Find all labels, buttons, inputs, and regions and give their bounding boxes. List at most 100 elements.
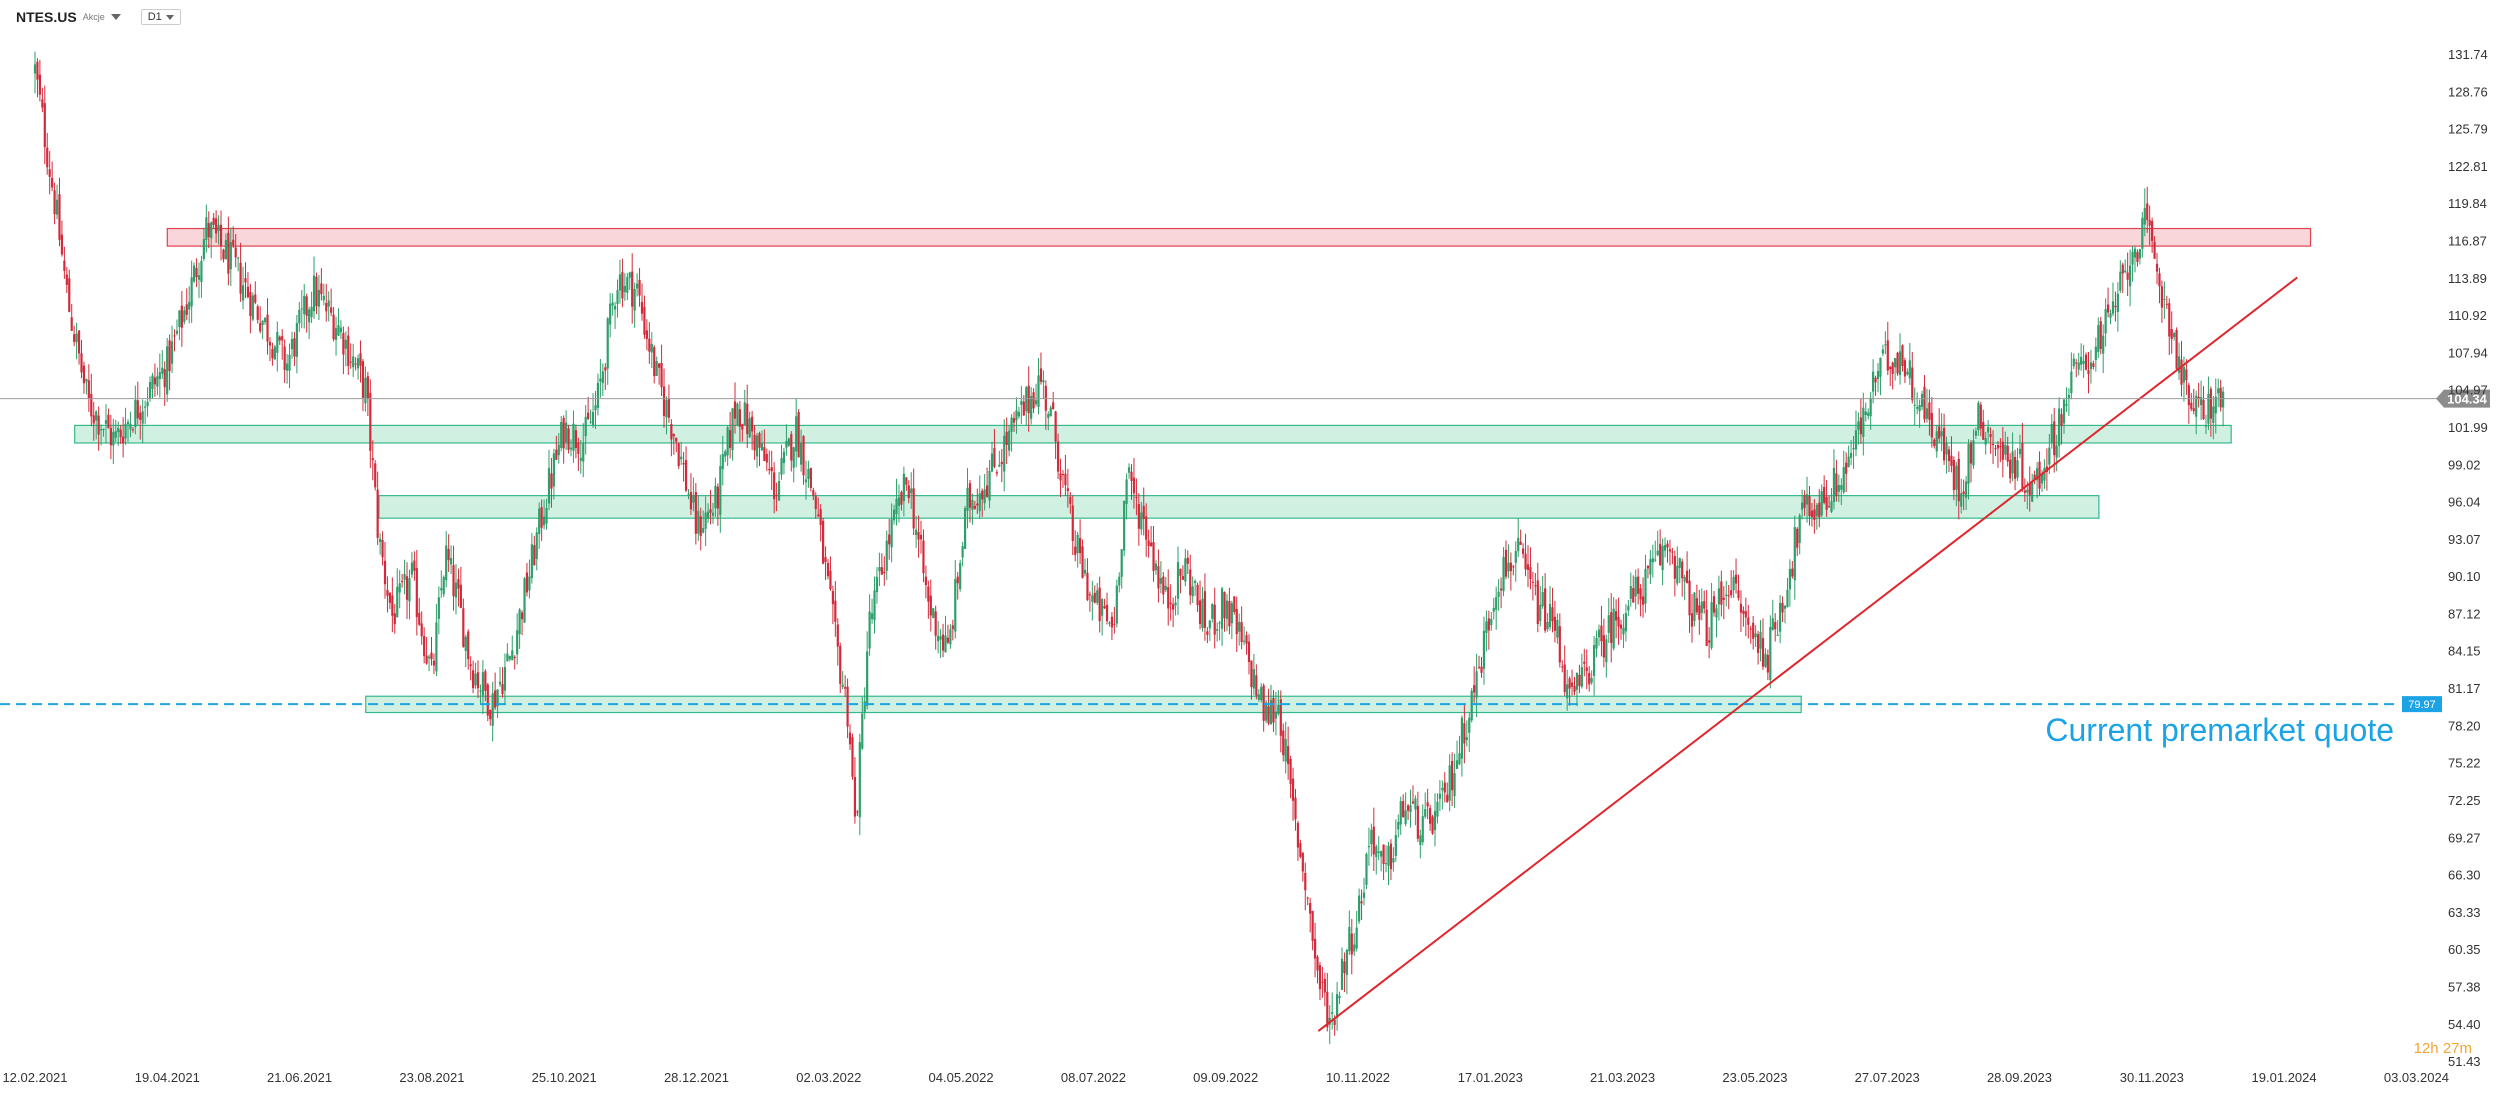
candle-body [777,481,781,501]
chevron-down-icon[interactable] [110,14,121,20]
trend-layer [1317,276,2298,1032]
candle-body [462,608,465,647]
candle-body [202,239,205,259]
candle-body [2190,402,2193,409]
candle-body [1830,501,1833,512]
candle-body [1641,596,1645,605]
candle-body [1651,558,1654,563]
y-tick-label: 69.27 [2448,830,2481,845]
x-tick-label: 28.09.2023 [1987,1070,2052,1085]
candle-body [1605,639,1608,663]
interval-selector[interactable]: D1 [140,9,181,25]
candle-body [804,479,808,483]
candle-body [1167,587,1170,609]
candle-body [2170,329,2173,340]
candle-body [1979,404,1982,429]
candle-body [467,631,470,660]
candle-body [1952,460,1955,491]
candle-body [888,534,891,545]
instrument-type: Akcje [82,12,105,22]
candle-body [1181,576,1185,580]
symbol-selector[interactable]: NTES.US Akcje [16,9,121,25]
candle-body [1570,682,1574,687]
candle-body [1906,371,1909,375]
candle-body [1414,798,1417,810]
x-tick-label: 23.08.2021 [399,1070,464,1085]
candle-body [1323,978,1326,993]
y-tick-label: 122.81 [2448,159,2488,174]
candle-body [506,653,509,662]
candle-body [613,306,617,310]
x-tick-label: 03.03.2024 [2384,1070,2449,1085]
candle-body [1377,851,1380,853]
candle-body [1012,418,1016,423]
candle-body [1260,687,1263,701]
candle-body [232,239,235,246]
candle-body [2040,473,2044,484]
candle-body [1059,473,1062,481]
candle-body [1690,613,1694,627]
candle-body [2180,359,2183,385]
candle-body [168,340,171,372]
candle-body [1720,581,1723,605]
candle-body [1781,602,1784,613]
support-zone [378,495,2100,519]
candle-body [1402,801,1405,818]
candle-body [1485,621,1488,634]
candle-body [1399,801,1402,825]
candle-body [616,290,619,305]
candle-body [1147,540,1150,547]
zone-layer [74,227,2312,714]
candle-body [1688,580,1691,616]
candle-body [873,590,876,621]
candle-body [1796,528,1799,548]
candle-body [1230,603,1233,624]
x-tick-label: 12.02.2021 [2,1070,67,1085]
candle-body [1079,538,1082,554]
candle-body [1509,562,1512,572]
candle-body [660,362,663,388]
candle-body [2202,399,2205,419]
candle-body [1703,601,1706,609]
candle-body [2026,489,2029,493]
candle-body [376,489,379,538]
candle-body [1730,590,1733,596]
candle-body [760,443,764,451]
candle-body [396,586,399,618]
candle-body [1101,599,1104,616]
candle-body [1130,471,1133,481]
y-tick-label: 72.25 [2448,793,2481,808]
candle-body [748,418,751,438]
candle-body [746,403,749,435]
candle-body [1818,502,1821,518]
candle-body [780,458,783,475]
candle-body [782,451,786,464]
candle-body [870,613,874,620]
candle-body [425,655,428,664]
last-price-value: 104.34 [2447,392,2488,407]
candle-body [572,423,575,451]
candle-body [1463,723,1466,744]
line-layer: 104.34 79.97 [0,389,2490,713]
candle-body [1343,961,1346,974]
candle-body [1827,506,1831,508]
candle-body [305,296,308,316]
candle-body [1448,765,1451,801]
candle-body [929,595,932,616]
y-tick-label: 63.33 [2448,905,2481,920]
candle-body [1216,629,1219,631]
candle-body [878,566,881,572]
candle-body [1600,625,1603,642]
candle-layer [33,51,2225,1044]
candle-body [1744,611,1747,618]
x-tick-label: 04.05.2022 [929,1070,994,1085]
candle-body [1957,458,1960,502]
candle-body [1362,892,1366,898]
candle-body [393,613,396,625]
candle-body [379,538,382,543]
candle-body [215,218,218,234]
candle-body [1810,510,1814,517]
support-zone [74,424,2232,444]
candle-body [2212,406,2215,423]
